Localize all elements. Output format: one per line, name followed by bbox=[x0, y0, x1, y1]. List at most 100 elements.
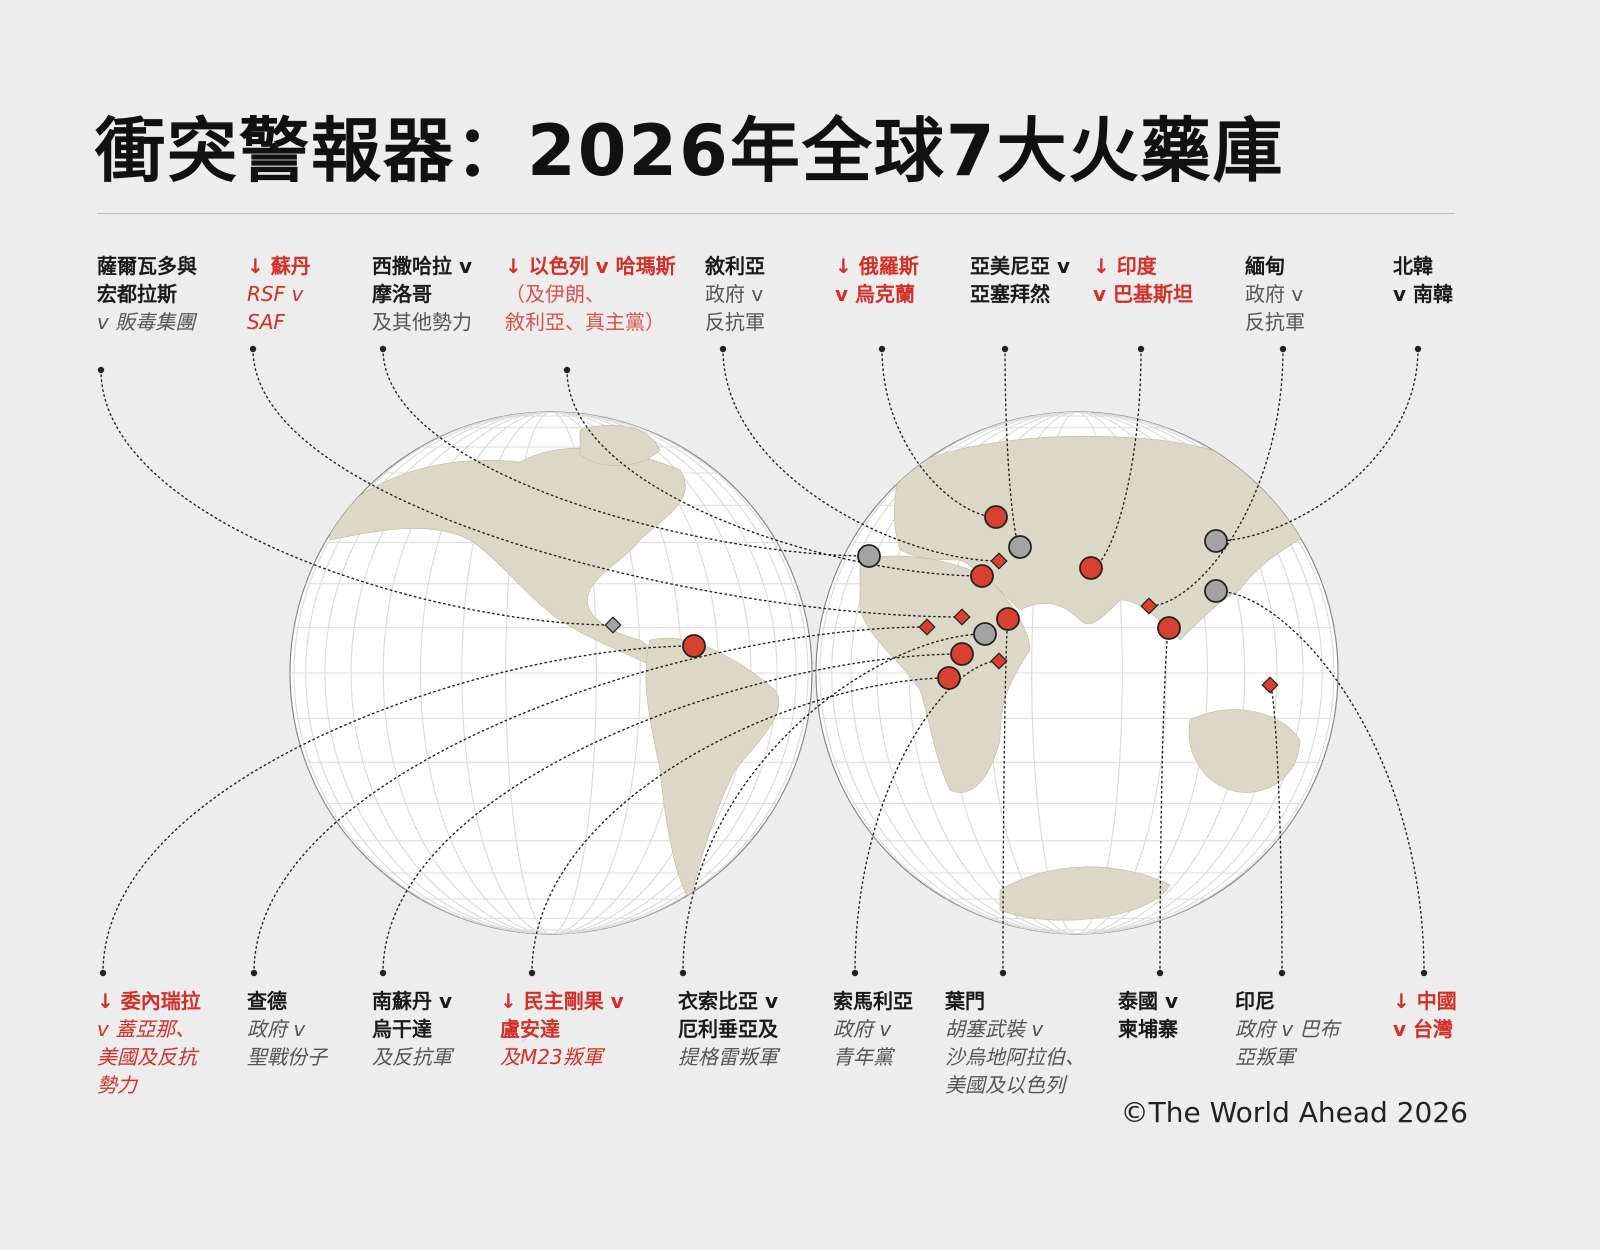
leader-line bbox=[102, 645, 695, 974]
label-line: 亞美尼亞 v bbox=[970, 254, 1070, 278]
label-line: 美國及以色列 bbox=[945, 1073, 1065, 1097]
conflict-marker bbox=[953, 608, 971, 626]
label-line: 葉門 bbox=[945, 989, 985, 1013]
leader-dot bbox=[249, 345, 257, 353]
conflict-label: 葉門胡塞武裝 v 沙烏地阿拉伯、 美國及以色列 bbox=[945, 987, 1085, 1099]
label-line: 反抗軍 bbox=[1245, 310, 1305, 334]
label-line: 柬埔寨 bbox=[1118, 1017, 1178, 1041]
label-line: v 南韓 bbox=[1393, 282, 1453, 306]
label-line: ↓ 民主剛果 v bbox=[500, 989, 624, 1013]
label-line: 反抗軍 bbox=[705, 310, 765, 334]
label-line: 及M23叛軍 bbox=[500, 1045, 603, 1069]
label-line: 勢力 bbox=[97, 1073, 137, 1097]
label-line: 南蘇丹 v bbox=[372, 989, 452, 1013]
conflict-marker bbox=[918, 618, 936, 636]
label-line: 衣索比亞 v bbox=[678, 989, 778, 1013]
conflict-label: 衣索比亞 v 厄利垂亞及 提格雷叛軍 bbox=[678, 987, 778, 1071]
leader-line bbox=[1148, 348, 1284, 607]
leader-dot bbox=[1137, 345, 1145, 353]
conflict-label: ↓ 以色列 v 哈瑪斯 （及伊朗、敘利亞、真主黨） bbox=[505, 252, 676, 336]
label-line: 美國及反抗 bbox=[97, 1045, 197, 1069]
leader-dot bbox=[1001, 345, 1009, 353]
label-line: v 巴基斯坦 bbox=[1093, 282, 1193, 306]
label-line: 北韓 bbox=[1393, 254, 1433, 278]
divider bbox=[97, 213, 1455, 214]
title: 衝突警報器：2026年全球7大火藥庫 bbox=[95, 110, 1285, 192]
conflict-marker bbox=[682, 634, 706, 658]
conflict-label: 南蘇丹 v 烏干達及反抗軍 bbox=[372, 987, 452, 1071]
leader-dot bbox=[250, 969, 258, 977]
label-line: 烏干達 bbox=[372, 1017, 432, 1041]
label-line: ↓ 印度 bbox=[1093, 254, 1157, 278]
leader-line bbox=[1215, 590, 1425, 974]
label-line: RSF v bbox=[247, 282, 304, 306]
label-line: 及其他勢力 bbox=[372, 310, 472, 334]
leader-dot bbox=[1414, 345, 1422, 353]
label-line: 敘利亞、真主黨） bbox=[505, 310, 665, 334]
label-line: 厄利垂亞及 bbox=[678, 1017, 778, 1041]
label-line: 亞塞拜然 bbox=[970, 282, 1050, 306]
leader-dot bbox=[99, 969, 107, 977]
conflict-marker bbox=[990, 652, 1008, 670]
conflict-marker bbox=[1261, 676, 1279, 694]
label-line: 亞叛軍 bbox=[1235, 1045, 1295, 1069]
label-line: v 烏克蘭 bbox=[835, 282, 915, 306]
label-line: 敘利亞 bbox=[705, 254, 765, 278]
label-line: ↓ 委內瑞拉 bbox=[97, 989, 201, 1013]
leader-dot bbox=[379, 345, 387, 353]
leader-line bbox=[854, 660, 1000, 974]
label-line: v 蓋亞那、 bbox=[97, 1017, 196, 1041]
leader-dot bbox=[878, 345, 886, 353]
conflict-label: 西撒哈拉 v 摩洛哥 及其他勢力 bbox=[372, 252, 472, 336]
leader-line bbox=[382, 348, 870, 557]
label-line: ↓ 以色列 v 哈瑪斯 bbox=[505, 254, 676, 278]
conflict-marker bbox=[984, 505, 1008, 529]
label-line: SAF bbox=[247, 310, 285, 334]
label-line: 印尼 bbox=[1235, 989, 1275, 1013]
conflict-marker bbox=[857, 544, 881, 568]
conflict-marker bbox=[950, 642, 974, 666]
leader-line bbox=[1159, 627, 1170, 974]
label-line: v 台灣 bbox=[1393, 1017, 1453, 1041]
label-line: ↓ 蘇丹 bbox=[247, 254, 311, 278]
conflict-marker bbox=[990, 552, 1008, 570]
label-line: 宏都拉斯 bbox=[97, 282, 177, 306]
leader-dot bbox=[1279, 345, 1287, 353]
label-line: 查德 bbox=[247, 989, 287, 1013]
label-line: 西撒哈拉 v bbox=[372, 254, 472, 278]
label-line: 胡塞武裝 v bbox=[945, 1017, 1044, 1041]
conflict-marker bbox=[604, 616, 622, 634]
label-line: （及伊朗、 bbox=[505, 282, 605, 306]
conflict-marker bbox=[937, 666, 961, 690]
label-line: 政府 v bbox=[833, 1017, 892, 1041]
conflict-label: 亞美尼亞 v 亞塞拜然 bbox=[970, 252, 1070, 308]
conflict-marker bbox=[1204, 529, 1228, 553]
leader-line bbox=[682, 633, 986, 974]
leader-line bbox=[100, 369, 614, 626]
leader-line bbox=[881, 348, 997, 518]
conflict-marker bbox=[1204, 579, 1228, 603]
conflict-label: 敘利亞政府 v 反抗軍 bbox=[705, 252, 765, 336]
leader-dot bbox=[851, 969, 859, 977]
label-line: 及反抗軍 bbox=[372, 1045, 452, 1069]
label-line: 沙烏地阿拉伯、 bbox=[945, 1045, 1085, 1069]
conflict-marker bbox=[996, 607, 1020, 631]
label-line: 泰國 v bbox=[1118, 989, 1178, 1013]
label-line: v 販毒集團 bbox=[97, 310, 196, 334]
leader-line bbox=[253, 626, 928, 974]
conflict-marker bbox=[973, 622, 997, 646]
conflict-marker bbox=[1140, 597, 1158, 615]
label-line: 政府 v bbox=[705, 282, 764, 306]
leader-dot bbox=[679, 969, 687, 977]
conflict-label: 印尼 政府 v 巴布 亞叛軍 bbox=[1235, 987, 1340, 1071]
label-line: 薩爾瓦多與 bbox=[97, 254, 197, 278]
leader-line bbox=[531, 677, 950, 974]
credit: ©The World Ahead 2026 bbox=[1120, 1096, 1468, 1129]
conflict-label: ↓ 俄羅斯 v 烏克蘭 bbox=[835, 252, 919, 308]
label-line: 政府 v bbox=[247, 1017, 306, 1041]
conflict-label: 查德 政府 v 聖戰份子 bbox=[247, 987, 327, 1071]
conflict-label: 北韓 v 南韓 bbox=[1393, 252, 1453, 308]
label-line: ↓ 中國 bbox=[1393, 989, 1457, 1013]
